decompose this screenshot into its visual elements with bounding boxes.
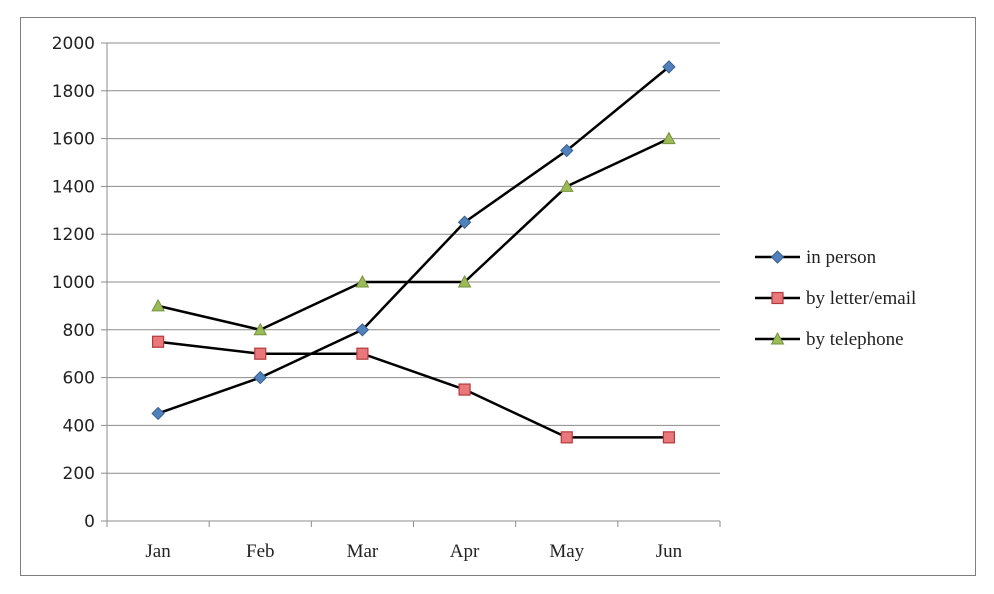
y-tick-label: 0 <box>84 512 95 532</box>
x-axis-tick-labels: Jan Feb Mar Apr May Jun <box>145 541 682 562</box>
data-point-marker <box>356 347 369 360</box>
series-line-3 <box>157 137 670 332</box>
grid-lines <box>107 42 720 474</box>
x-tick-label: Apr <box>450 541 480 562</box>
series-line-2 <box>157 340 669 439</box>
y-tick-label: 1200 <box>52 225 95 245</box>
data-point-marker <box>560 431 573 444</box>
y-tick-label: 1400 <box>52 177 95 197</box>
series-line-1 <box>157 65 670 415</box>
data-point-marker <box>458 383 471 396</box>
y-tick-label: 1600 <box>52 130 95 150</box>
series-markers <box>151 60 676 444</box>
data-point-marker <box>662 431 676 444</box>
x-tick-label: Mar <box>347 541 379 562</box>
y-tick-label: 2000 <box>52 34 95 54</box>
data-point-marker <box>457 274 472 288</box>
data-point-marker <box>355 274 370 288</box>
data-point-marker <box>151 406 165 421</box>
y-tick-label: 200 <box>63 464 95 484</box>
data-point-marker <box>559 179 574 192</box>
data-point-marker <box>253 370 267 385</box>
x-tick-label: Jan <box>145 541 171 562</box>
x-tick-label: May <box>549 541 584 562</box>
legend: in person by letter/email by telephone <box>755 247 916 350</box>
legend-label: in person <box>806 247 877 268</box>
data-point-marker <box>662 60 676 74</box>
y-tick-label: 1000 <box>52 273 95 293</box>
series-lines <box>157 65 670 439</box>
axes <box>101 42 721 527</box>
chart-frame <box>20 17 976 576</box>
y-tick-label: 400 <box>63 416 95 436</box>
legend-label: by letter/email <box>806 288 916 309</box>
data-point-marker <box>662 131 676 145</box>
y-axis-tick-labels: 0 200 400 600 800 1000 1200 1400 1600 1800 2000 <box>52 34 95 532</box>
x-tick-label: Jun <box>656 541 683 562</box>
data-point-marker <box>151 298 165 312</box>
data-point-marker <box>457 215 472 229</box>
legend-label: by telephone <box>806 329 904 350</box>
y-tick-label: 600 <box>63 369 95 389</box>
legend-marker <box>771 291 784 305</box>
y-tick-label: 800 <box>63 321 95 341</box>
data-point-marker <box>151 335 165 348</box>
legend-marker <box>770 250 785 264</box>
legend-marker <box>770 331 785 345</box>
y-tick-label: 1800 <box>52 82 95 102</box>
data-point-marker <box>254 347 267 360</box>
data-point-marker <box>253 322 268 336</box>
data-point-marker <box>355 323 370 337</box>
x-tick-label: Feb <box>246 541 275 562</box>
data-point-marker <box>560 143 574 158</box>
